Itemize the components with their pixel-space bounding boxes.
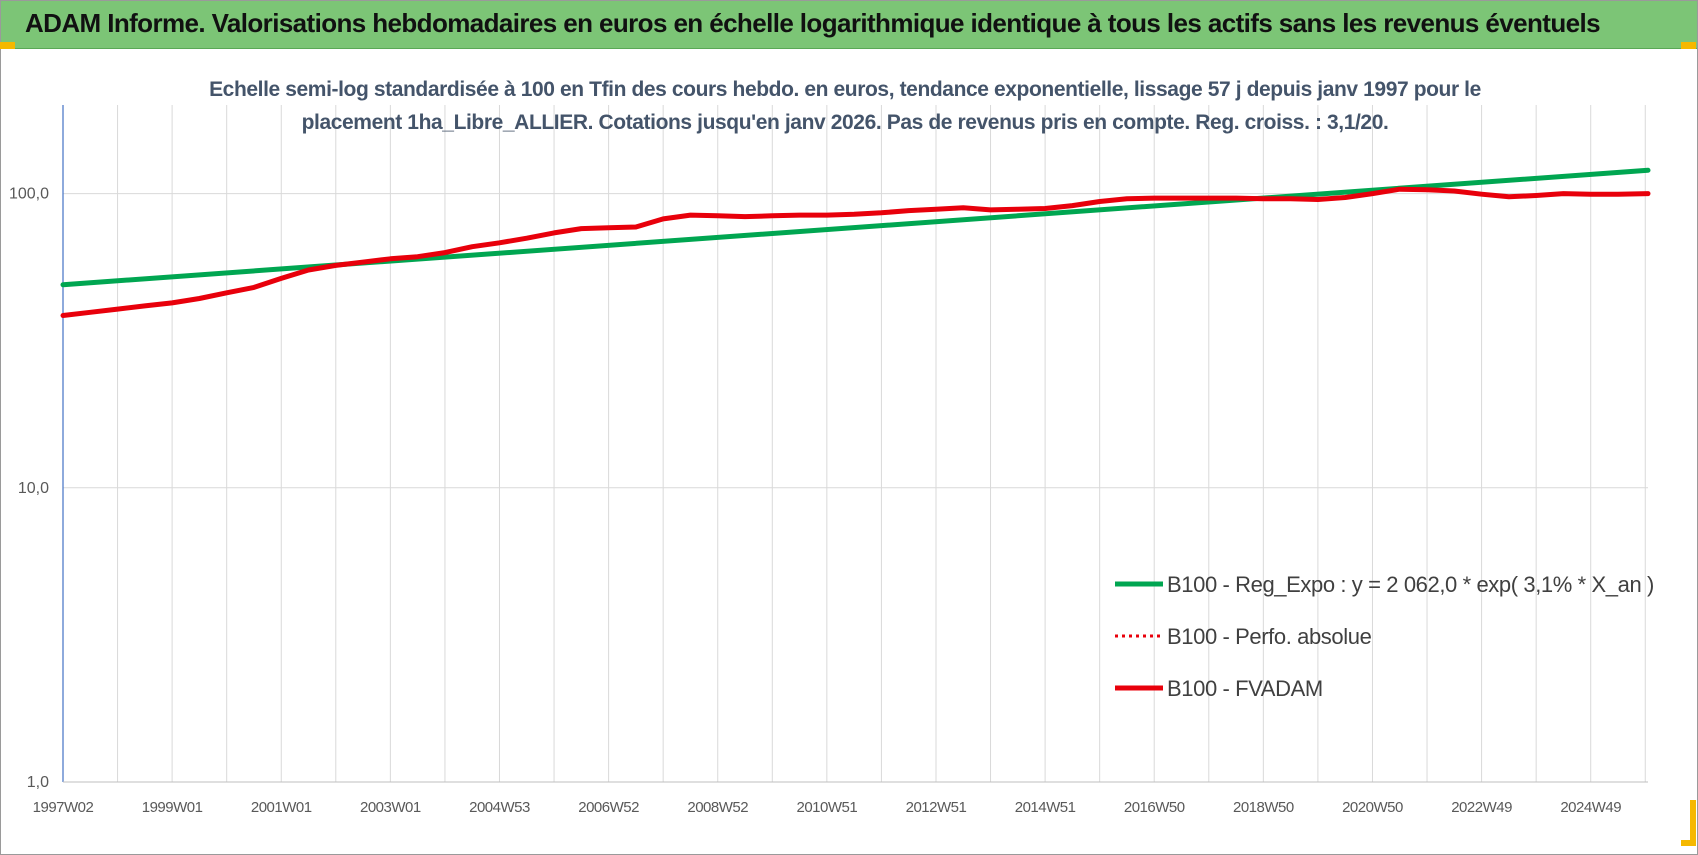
x-tick-label: 1997W02 bbox=[33, 799, 94, 816]
y-tick-label: 10,0 bbox=[18, 480, 49, 497]
chart-subtitle-line-1: Echelle semi-log standardisée à 100 en T… bbox=[209, 78, 1481, 101]
corner-mark-right-edge bbox=[1690, 800, 1696, 845]
legend-label-3: B100 - FVADAM bbox=[1167, 676, 1323, 701]
series-line-3 bbox=[60, 186, 1651, 318]
x-tick-label: 2014W51 bbox=[1015, 799, 1076, 816]
axes: 1,0 10,0 100,0 1997W02 1999W01 2001W01 2003W01… bbox=[9, 105, 1648, 816]
corner-mark-top-right bbox=[1681, 42, 1696, 49]
legend: B100 - Reg_Expo : y = 2 062,0 * exp( 3,1… bbox=[1115, 572, 1654, 701]
x-tick-label: 2022W49 bbox=[1451, 799, 1512, 816]
corner-mark-bottom-right bbox=[1681, 840, 1696, 846]
x-tick-label: 2008W52 bbox=[687, 799, 748, 816]
x-tick-label: 2024W49 bbox=[1560, 799, 1621, 816]
legend-label-1: B100 - Reg_Expo : y = 2 062,0 * exp( 3,1… bbox=[1167, 572, 1654, 597]
x-tick-label: 2018W50 bbox=[1233, 799, 1294, 816]
x-tick-label: 2004W53 bbox=[469, 799, 530, 816]
corner-mark-top-left bbox=[0, 42, 15, 49]
x-tick-label: 2003W01 bbox=[360, 799, 421, 816]
x-tick-label: 2012W51 bbox=[906, 799, 967, 816]
gridlines bbox=[62, 105, 1648, 783]
x-tick-label: 1999W01 bbox=[142, 799, 203, 816]
x-tick-label: 2016W50 bbox=[1124, 799, 1185, 816]
x-tick-label: 2020W50 bbox=[1342, 799, 1403, 816]
chart-subtitle-line-2: placement 1ha_Libre_ALLIER. Cotations ju… bbox=[302, 111, 1389, 134]
x-tick-label: 2001W01 bbox=[251, 799, 312, 816]
x-tick-label: 2010W51 bbox=[796, 799, 857, 816]
legend-label-2: B100 - Perfo. absolue bbox=[1167, 624, 1372, 649]
title-banner: ADAM Informe. Valorisations hebdomadaire… bbox=[1, 1, 1697, 49]
x-tick-label: 2006W52 bbox=[578, 799, 639, 816]
y-tick-label: 1,0 bbox=[27, 774, 49, 791]
series-layer bbox=[60, 167, 1651, 318]
y-tick-label: 100,0 bbox=[9, 186, 49, 203]
banner-title: ADAM Informe. Valorisations hebdomadaire… bbox=[25, 8, 1601, 38]
